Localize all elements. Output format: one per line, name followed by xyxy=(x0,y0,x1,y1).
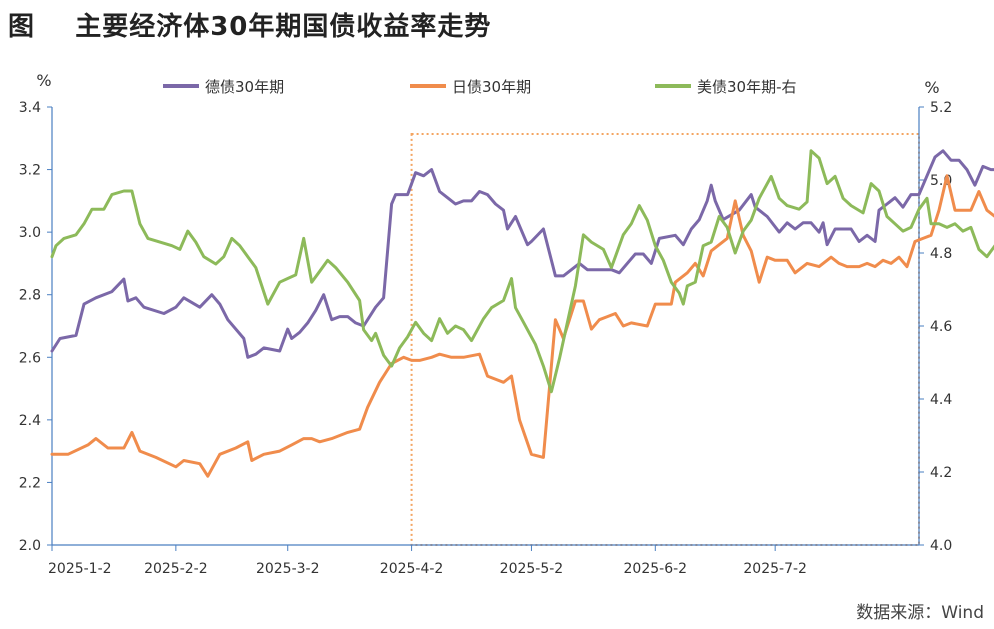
legend: 德债30年期 日债30年期 美债30年期-右 xyxy=(163,78,797,96)
series-line xyxy=(50,174,994,478)
legend-label: 德债30年期 xyxy=(205,78,284,96)
right-tick-label: 5.2 xyxy=(930,100,952,116)
legend-label: 日债30年期 xyxy=(452,78,531,96)
left-tick-label: 2.2 xyxy=(19,475,41,491)
x-tick-label: 2025-4-2 xyxy=(380,561,444,577)
x-tick-label: 2025-6-2 xyxy=(624,561,688,577)
x-tick-label: 2025-3-2 xyxy=(256,561,320,577)
left-tick-label: 3.2 xyxy=(19,163,41,179)
tick-layer: 2.0 2.2 2.4 2.6 2.8 3.0 3.2 3.4 4.0 4.2 4.4 4.6 4.8 5… xyxy=(19,100,953,577)
left-tick-label: 3.4 xyxy=(19,100,41,116)
right-tick-label: 4.6 xyxy=(930,319,952,335)
x-tick-label: 2025-5-2 xyxy=(500,561,564,577)
series-line xyxy=(50,149,994,394)
legend-label: 美债30年期-右 xyxy=(697,78,797,96)
left-tick-label: 2.8 xyxy=(19,288,41,304)
highlight-box xyxy=(410,133,920,546)
x-tick-label: 2025-7-2 xyxy=(743,561,807,577)
highlight-box-layer xyxy=(410,133,920,546)
left-tick-label: 2.0 xyxy=(19,538,41,554)
right-tick-label: 4.0 xyxy=(930,538,952,554)
series-layer xyxy=(50,149,994,478)
left-tick-label: 2.6 xyxy=(19,350,41,366)
right-tick-label: 4.4 xyxy=(930,392,952,408)
x-tick-label: 2025-1-2 xyxy=(48,561,112,577)
right-tick-label: 4.8 xyxy=(930,246,952,262)
data-source-note: 数据来源：Wind xyxy=(856,603,984,623)
x-tick-label: 2025-2-2 xyxy=(144,561,208,577)
right-axis-unit: % xyxy=(924,78,939,97)
figure-title: 图 主要经济体30年期国债收益率走势 xyxy=(8,12,492,42)
left-tick-label: 3.0 xyxy=(19,225,41,241)
right-tick-label: 4.2 xyxy=(930,465,952,481)
series-line xyxy=(50,149,994,359)
left-tick-label: 2.4 xyxy=(19,413,41,429)
left-axis-unit: % xyxy=(36,71,51,90)
